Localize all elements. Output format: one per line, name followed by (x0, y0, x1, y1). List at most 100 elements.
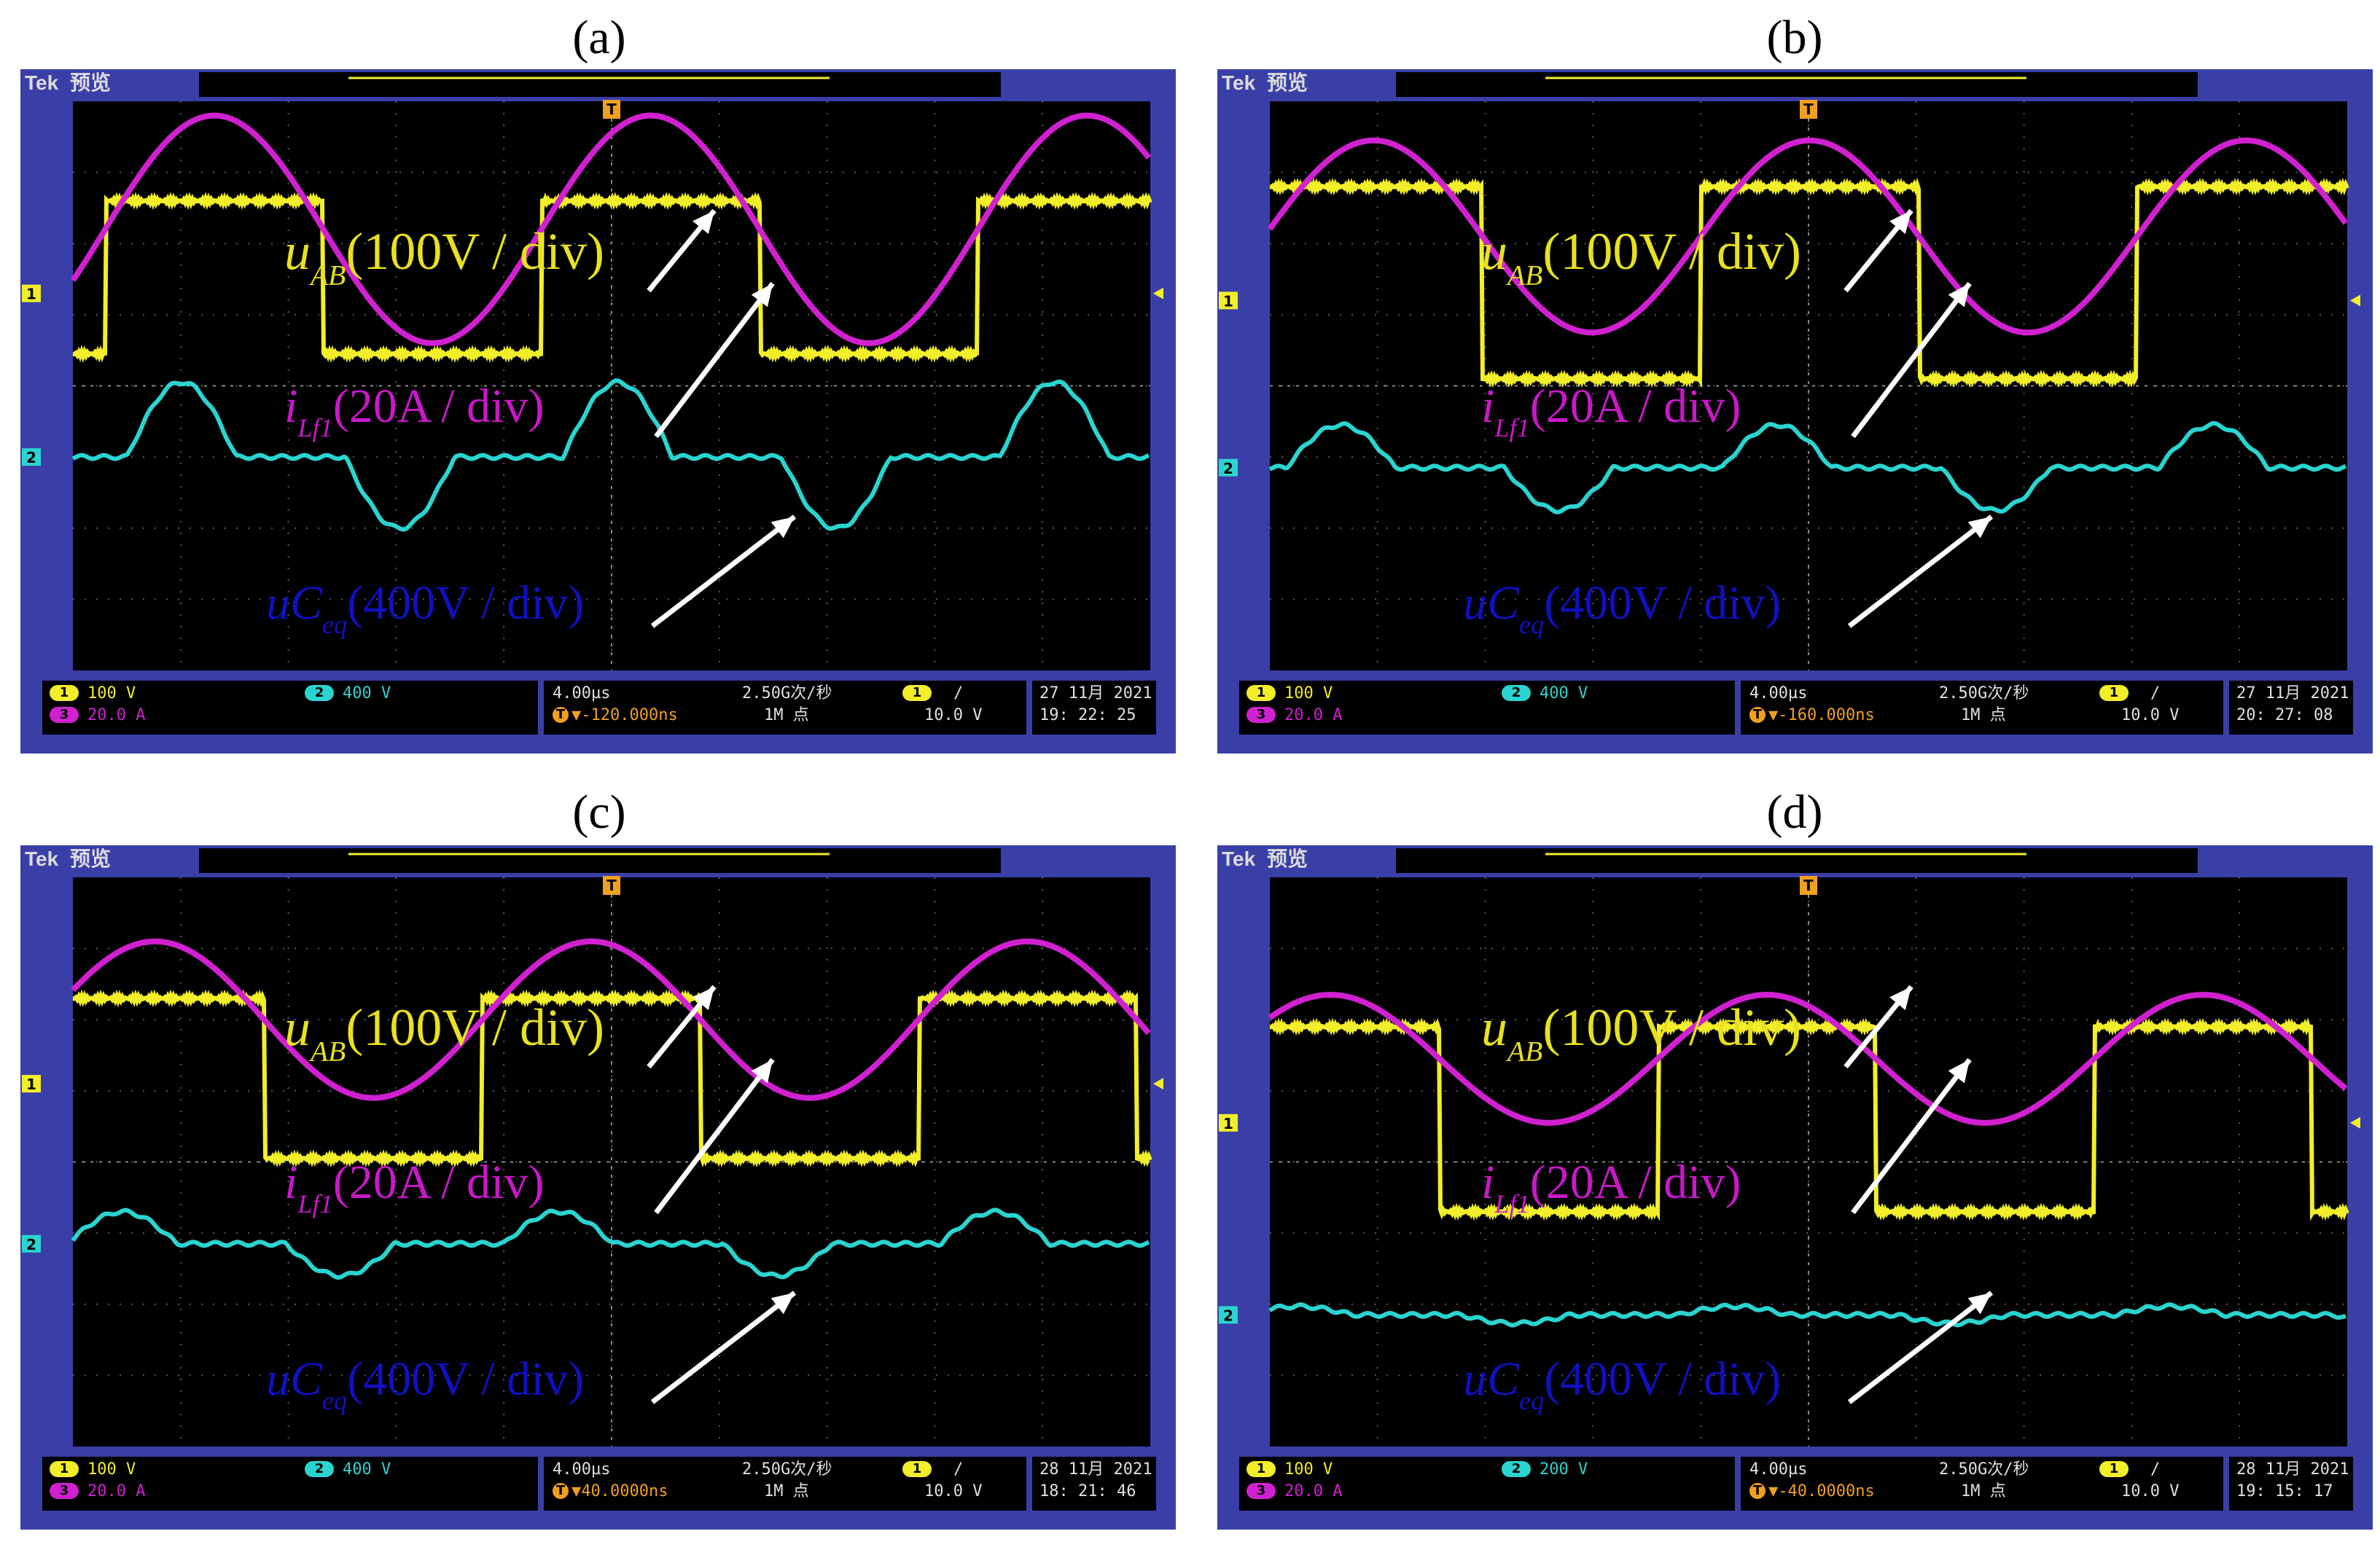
scope-display: T 1 2 uAB(100V / div) iLf1(20A / div) uCeq(40… (20, 69, 1176, 754)
timebase: 4.00µs (553, 1460, 611, 1479)
trigger-source-badge[interactable]: 1 (902, 1461, 932, 1477)
ch2-voltage-wave (71, 1207, 1150, 1280)
ch2-scale: 200 V (1540, 1460, 1588, 1479)
trigger-offset-badge[interactable]: T (1749, 707, 1766, 723)
record-length: 1M 点 (1961, 1482, 2006, 1500)
arrow-head-icon (692, 211, 714, 235)
trigger-offset: ▼-120.000ns (571, 706, 678, 724)
annotation-subscript: AB (1505, 259, 1542, 291)
ch1-scale: 100 V (1284, 1460, 1333, 1479)
annotation-subscript: Lf1 (1494, 413, 1529, 442)
trigger-offset-badge[interactable]: T (1749, 1483, 1766, 1499)
acquisition-mode: 预览 (1266, 71, 1308, 94)
annotation-subscript: Lf1 (297, 1189, 332, 1218)
ch2-badge[interactable]: 2 (1502, 685, 1531, 701)
ch1-marker-text: 1 (1223, 292, 1233, 310)
brand-name: Tek (25, 71, 64, 94)
ch1-badge[interactable]: 1 (1246, 685, 1276, 701)
trigger-source-badge[interactable]: 1 (2099, 685, 2129, 701)
acquisition-mode: 预览 (69, 71, 111, 94)
panel-label: (d) (1685, 783, 1904, 842)
annotation-arrow (650, 514, 797, 628)
ch2-ground-marker[interactable]: 2 (1219, 1306, 1238, 1324)
sample-rate: 2.50G次/秒 (742, 1460, 832, 1479)
ch2-scale: 400 V (343, 1460, 391, 1479)
ch1-ground-marker[interactable]: 1 (22, 284, 41, 303)
annotation-arrow (1847, 514, 1994, 628)
annotation-scale: (20A / div) (333, 380, 545, 433)
panel-label: (b) (1685, 9, 1904, 67)
trigger-source-badge[interactable]: 1 (902, 685, 932, 701)
trigger-slope: / (953, 1460, 964, 1479)
i-lf-annotation: iLf1(20A / div) (1481, 1156, 1741, 1218)
record-length: 1M 点 (764, 706, 809, 724)
i-lf-annotation: iLf1(20A / div) (284, 1156, 544, 1218)
u-ceq-annotation: uCeq(400V / div) (1463, 1353, 1781, 1415)
ch3-scale: 20.0 A (1284, 1482, 1343, 1500)
annotation-symbol: uC (1463, 1353, 1520, 1406)
annotation-arrow (654, 1057, 775, 1215)
trigger-offset-badge[interactable]: T (553, 1483, 569, 1499)
trigger-level-icon[interactable] (1153, 1078, 1163, 1090)
timebase: 4.00µs (1749, 684, 1808, 702)
ch2-voltage-wave (71, 378, 1150, 532)
ch1-ground-marker[interactable]: 1 (22, 1075, 41, 1093)
trigger-position-icon: T (1800, 876, 1817, 895)
ch2-ground-marker[interactable]: 2 (22, 448, 41, 466)
record-length: 1M 点 (1961, 706, 2006, 724)
trigger-slope: / (2150, 1460, 2161, 1479)
trigger-offset-badge[interactable]: T (553, 707, 569, 723)
ch1-ground-marker[interactable]: 1 (1219, 291, 1238, 310)
annotation-subscript: eq (322, 1386, 347, 1415)
ch1-marker-text: 1 (26, 286, 36, 303)
panel-label: (c) (490, 783, 709, 842)
u-ab-annotation: uAB(100V / div) (284, 998, 604, 1068)
i-lf-annotation: iLf1(20A / div) (284, 380, 544, 442)
annotation-subscript: eq (1519, 1386, 1544, 1415)
ch2-ground-marker[interactable]: 2 (1219, 458, 1238, 477)
trigger-level-icon[interactable] (2350, 294, 2360, 307)
ch2-scale: 400 V (1540, 684, 1588, 702)
trigger-level-icon[interactable] (1153, 287, 1163, 300)
ch1-badge[interactable]: 1 (1246, 1461, 1276, 1477)
ch2-badge[interactable]: 2 (305, 1461, 334, 1477)
date-readout: 27 11月 2021 (2236, 684, 2349, 702)
ch3-current-wave (71, 938, 1151, 1101)
oscilloscope-screen: T 1 2 uAB(100V / div) iLf1(20A / div) uCeq(40… (20, 69, 1176, 754)
ch1-ground-marker[interactable]: 1 (1219, 1113, 1238, 1132)
trigger-marker-text: T (606, 877, 617, 894)
ch3-scale: 20.0 A (1284, 706, 1343, 724)
ch3-badge[interactable]: 3 (50, 707, 79, 723)
trigger-marker-text: T (1803, 877, 1814, 894)
panel-label: (a) (490, 9, 709, 67)
ch3-badge[interactable]: 3 (1246, 1483, 1276, 1499)
ch2-badge[interactable]: 2 (1502, 1461, 1531, 1477)
annotation-symbol: uC (1463, 576, 1520, 630)
annotation-scale: (20A / div) (1530, 380, 1741, 433)
arrow-head-icon (770, 1293, 795, 1315)
ch1-square-wave (1269, 177, 2349, 388)
ch2-ground-marker[interactable]: 2 (22, 1234, 41, 1253)
ch1-badge[interactable]: 1 (50, 1461, 79, 1477)
arrow-head-icon (1967, 517, 1991, 539)
trigger-slope: / (2150, 684, 2161, 702)
trigger-slope: / (953, 684, 964, 702)
trigger-level-icon[interactable] (2350, 1116, 2360, 1129)
trigger-level: 10.0 V (924, 706, 983, 724)
arrow-head-icon (751, 283, 773, 308)
ch3-badge[interactable]: 3 (50, 1483, 79, 1499)
ch1-square-wave (72, 989, 1152, 1167)
trigger-offset: ▼40.0000ns (571, 1482, 668, 1500)
ch1-badge[interactable]: 1 (50, 685, 79, 701)
scope-display: T 1 2 uAB(100V / div) iLf1(20A / div) uCeq(40… (1217, 845, 2373, 1530)
ch2-marker-text: 2 (1223, 460, 1233, 477)
date-readout: 28 11月 2021 (2236, 1460, 2349, 1479)
trigger-source-badge[interactable]: 1 (2099, 1461, 2129, 1477)
ch3-badge[interactable]: 3 (1246, 707, 1276, 723)
oscilloscope-screen: T 1 2 uAB(100V / div) iLf1(20A / div) uCeq(40… (20, 845, 1176, 1530)
annotation-arrow (1847, 1291, 1994, 1404)
annotation-symbol: u (284, 222, 311, 281)
annotation-subscript: Lf1 (297, 413, 332, 442)
trigger-level: 10.0 V (924, 1482, 983, 1500)
ch2-badge[interactable]: 2 (305, 685, 334, 701)
